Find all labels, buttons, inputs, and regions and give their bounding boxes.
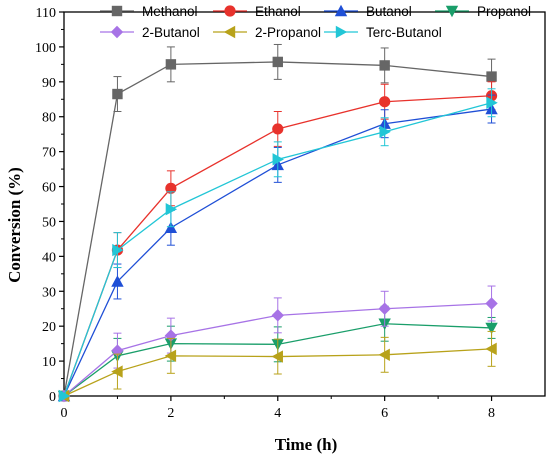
data-point — [379, 125, 391, 138]
data-point — [164, 221, 178, 233]
y-tick-label: 90 — [42, 76, 56, 91]
legend-label: Terc-Butanol — [366, 25, 442, 40]
legend-marker — [334, 4, 348, 17]
x-axis-title: Time (h) — [275, 435, 338, 454]
series-line — [63, 348, 492, 397]
legend-marker — [335, 25, 348, 39]
legend-marker — [111, 5, 123, 17]
data-point — [485, 322, 498, 335]
y-axis-title: Conversion (%) — [5, 167, 24, 283]
data-point — [272, 56, 283, 68]
x-tick-label: 0 — [61, 406, 68, 421]
legend-item: Ethanol — [213, 4, 301, 19]
x-tick-label: 4 — [274, 406, 281, 421]
y-axis: 0 10 20 30 40 50 60 70 80 90 100 110 — [35, 6, 64, 405]
legend-marker — [224, 5, 236, 17]
legend-label: Methanol — [142, 4, 198, 19]
data-point — [165, 203, 178, 216]
series-line — [63, 302, 492, 397]
series-line — [63, 108, 492, 397]
data-point — [111, 365, 123, 378]
data-point — [165, 59, 177, 70]
legend-item: Terc-Butanol — [324, 25, 442, 40]
y-tick-label: 0 — [49, 390, 56, 405]
legend: Methanol Ethanol Butanol Propanol 2-Butanol 2… — [100, 4, 531, 40]
y-tick-label: 70 — [42, 146, 56, 161]
y-tick-label: 80 — [42, 111, 56, 126]
x-axis: 0 2 4 6 8 — [61, 396, 495, 421]
data-point — [379, 96, 391, 108]
y-tick-label: 100 — [35, 41, 56, 56]
y-tick-label: 40 — [42, 250, 56, 265]
series-2-propanol — [57, 330, 497, 403]
data-point — [164, 329, 178, 342]
data-point — [271, 309, 284, 322]
plot-frame — [63, 11, 546, 397]
legend-label: 2-Propanol — [255, 25, 321, 40]
x-tick-label: 6 — [381, 406, 388, 421]
y-tick-label: 110 — [36, 6, 56, 21]
legend-label: Ethanol — [255, 4, 301, 19]
data-point — [486, 96, 498, 109]
data-point — [112, 243, 124, 257]
data-point — [58, 389, 71, 403]
x-tick-label: 2 — [167, 406, 174, 421]
data-point — [485, 342, 497, 356]
legend-label: 2-Butanol — [142, 25, 200, 40]
y-tick-label: 50 — [42, 215, 56, 230]
data-point — [272, 123, 284, 135]
data-point — [379, 60, 390, 71]
series-line — [63, 102, 492, 397]
legend-item: 2-Butanol — [100, 25, 200, 40]
legend-label: Propanol — [477, 4, 531, 19]
data-point — [486, 71, 497, 82]
legend-item: Methanol — [100, 4, 198, 19]
data-point — [111, 275, 124, 287]
x-tick-label: 8 — [488, 406, 495, 421]
data-point — [165, 182, 177, 194]
y-tick-label: 20 — [42, 320, 56, 335]
data-point — [378, 348, 390, 362]
legend-item: Propanol — [435, 4, 531, 19]
series-layer — [57, 43, 498, 403]
series-line — [63, 323, 492, 397]
legend-item: 2-Propanol — [213, 25, 321, 40]
series-line — [63, 61, 492, 397]
series-terc-butanol — [58, 88, 498, 403]
y-tick-label: 60 — [42, 181, 56, 196]
plot-border — [63, 11, 546, 397]
data-point — [164, 349, 177, 363]
legend-marker — [445, 5, 459, 18]
legend-item: Butanol — [324, 4, 412, 19]
data-point — [485, 297, 498, 310]
y-tick-label: 30 — [42, 285, 56, 300]
legend-marker — [110, 25, 124, 39]
legend-marker — [223, 25, 236, 39]
data-point — [272, 153, 284, 166]
data-point — [378, 302, 391, 315]
y-tick-label: 10 — [42, 355, 56, 370]
data-point — [112, 88, 123, 100]
legend-label: Butanol — [366, 4, 412, 19]
data-point — [271, 350, 283, 363]
